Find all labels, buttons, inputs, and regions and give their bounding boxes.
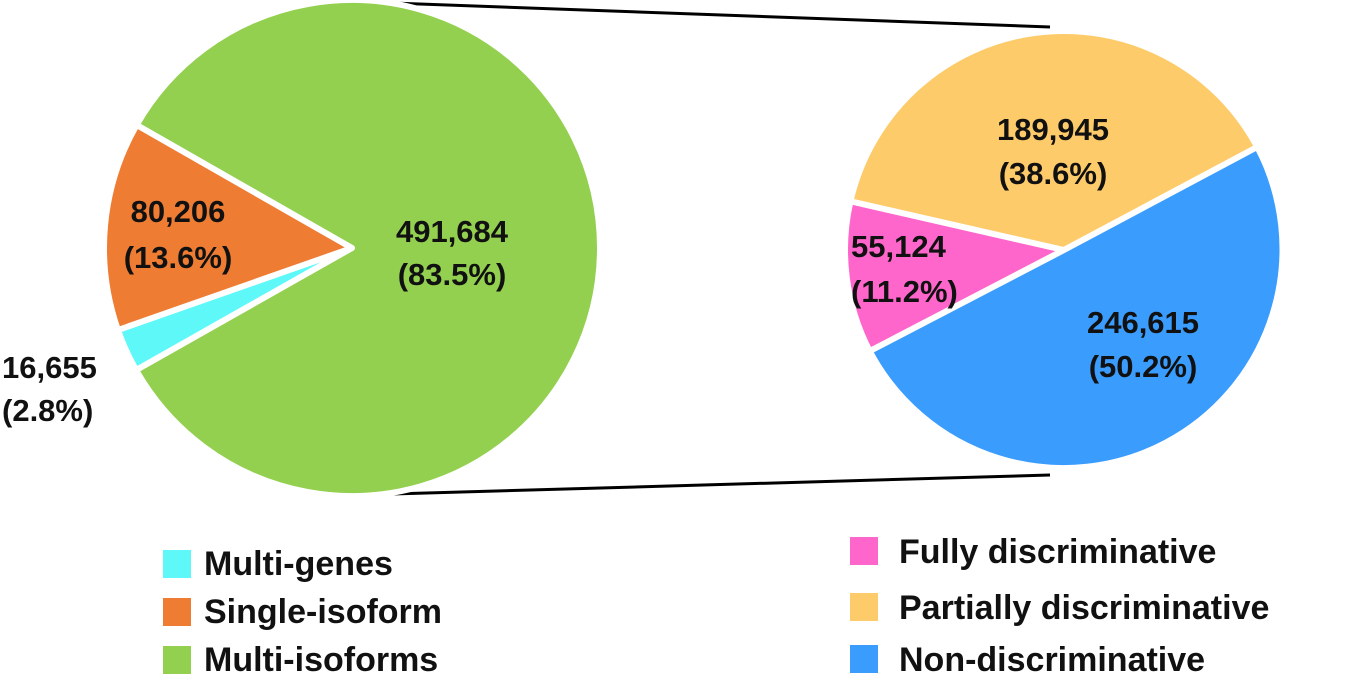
legend-label-multi-genes: Multi-genes (204, 545, 393, 583)
legend-swatch-multi-genes (163, 550, 191, 578)
legend-swatch-multi-isoforms (163, 646, 191, 674)
left-pie (101, 0, 603, 499)
multi-isoforms-percent-label: (83.5%) (398, 257, 507, 292)
fully-discriminative-value-label: 55,124 (851, 229, 947, 264)
non-discriminative-value-label: 246,615 (1087, 305, 1199, 340)
right-pie (842, 28, 1286, 471)
fully-discriminative-percent-label: (11.2%) (851, 274, 958, 309)
single-isoform-value-label: 80,206 (131, 194, 226, 229)
multi-isoforms-value-label: 491,684 (396, 214, 509, 249)
pie-slice-multi-isoforms (133, 0, 603, 499)
legend-label-fully-discriminative: Fully discriminative (899, 533, 1216, 571)
legend-swatch-non-discriminative (850, 645, 878, 673)
partially-discriminative-percent-label: (38.6%) (999, 156, 1108, 191)
pie-slice-partially-discriminative (847, 28, 1261, 253)
connector-line-bottom (391, 473, 1051, 496)
connector-line-top (391, 1, 1051, 29)
multi-genes-value-label: 16,655 (2, 350, 97, 385)
legend-swatch-single-isoform (163, 598, 191, 626)
legend-label-multi-isoforms: Multi-isoforms (204, 641, 438, 679)
pie-slice-non-discriminative (866, 143, 1286, 471)
legend-label-partially-discriminative: Partially discriminative (899, 589, 1269, 627)
legend-label-single-isoform: Single-isoform (204, 593, 442, 631)
pie-slice-single-isoform (101, 121, 355, 334)
non-discriminative-percent-label: (50.2%) (1089, 349, 1198, 384)
legend-swatch-partially-discriminative (850, 593, 878, 621)
multi-genes-percent-label: (2.8%) (2, 393, 93, 428)
legend-swatch-fully-discriminative (850, 537, 878, 565)
single-isoform-percent-label: (13.6%) (124, 240, 233, 275)
legend-label-non-discriminative: Non-discriminative (899, 641, 1205, 679)
partially-discriminative-value-label: 189,945 (997, 112, 1109, 147)
